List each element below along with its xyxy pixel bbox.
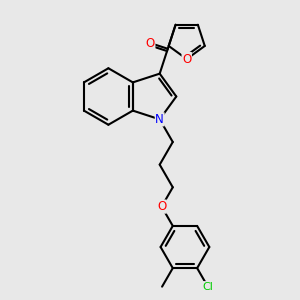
Text: O: O [182, 52, 191, 66]
Text: N: N [155, 113, 164, 126]
Text: O: O [146, 37, 155, 50]
Text: Cl: Cl [202, 282, 213, 292]
Text: O: O [157, 200, 166, 213]
